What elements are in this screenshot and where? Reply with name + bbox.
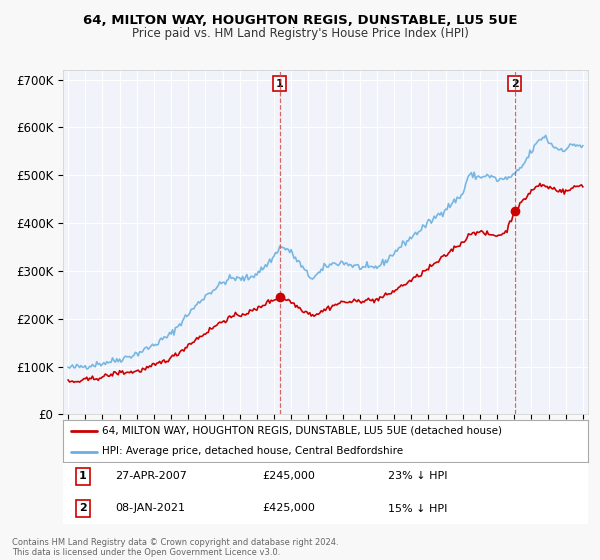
Text: 27-APR-2007: 27-APR-2007 (115, 472, 187, 482)
Text: 64, MILTON WAY, HOUGHTON REGIS, DUNSTABLE, LU5 5UE: 64, MILTON WAY, HOUGHTON REGIS, DUNSTABL… (83, 14, 517, 27)
Text: 2: 2 (511, 78, 518, 88)
Text: £425,000: £425,000 (263, 503, 316, 514)
Text: 64, MILTON WAY, HOUGHTON REGIS, DUNSTABLE, LU5 5UE (detached house): 64, MILTON WAY, HOUGHTON REGIS, DUNSTABL… (103, 426, 502, 436)
Text: 15% ↓ HPI: 15% ↓ HPI (389, 503, 448, 514)
Text: HPI: Average price, detached house, Central Bedfordshire: HPI: Average price, detached house, Cent… (103, 446, 404, 456)
Text: 2: 2 (79, 503, 86, 514)
Text: Contains HM Land Registry data © Crown copyright and database right 2024.
This d: Contains HM Land Registry data © Crown c… (12, 538, 338, 557)
Text: 08-JAN-2021: 08-JAN-2021 (115, 503, 185, 514)
Text: 1: 1 (275, 78, 283, 88)
Text: 1: 1 (79, 472, 86, 482)
Text: Price paid vs. HM Land Registry's House Price Index (HPI): Price paid vs. HM Land Registry's House … (131, 27, 469, 40)
Text: 23% ↓ HPI: 23% ↓ HPI (389, 472, 448, 482)
Text: £245,000: £245,000 (263, 472, 316, 482)
